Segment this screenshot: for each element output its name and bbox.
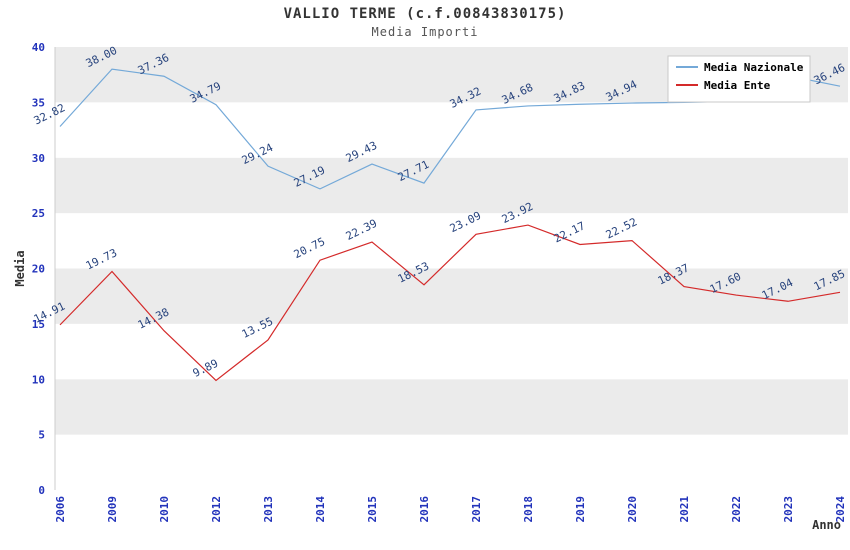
svg-text:2017: 2017 <box>470 496 483 523</box>
legend-box <box>667 55 811 103</box>
svg-text:0: 0 <box>38 484 45 497</box>
svg-text:25: 25 <box>32 207 45 220</box>
svg-text:35: 35 <box>32 96 45 109</box>
svg-text:2010: 2010 <box>158 496 171 523</box>
svg-text:2022: 2022 <box>730 496 743 523</box>
svg-text:20: 20 <box>32 263 45 276</box>
svg-text:2018: 2018 <box>522 496 535 523</box>
svg-text:10: 10 <box>32 373 45 386</box>
legend-label: Media Nazionale <box>704 61 804 74</box>
legend-label: Media Ente <box>704 79 771 92</box>
svg-text:2014: 2014 <box>314 496 327 523</box>
svg-text:30: 30 <box>32 152 45 165</box>
svg-text:2024: 2024 <box>834 496 847 523</box>
svg-text:2013: 2013 <box>262 496 275 523</box>
svg-text:2016: 2016 <box>418 496 431 523</box>
y-axis-tick-labels: 0 5 10 15 20 25 30 35 40 <box>32 41 45 497</box>
svg-text:15: 15 <box>32 318 45 331</box>
legend-item-media-ente[interactable]: Media Ente <box>676 79 771 92</box>
legend-item-media-nazionale[interactable]: Media Nazionale <box>676 61 804 74</box>
svg-text:2021: 2021 <box>678 496 691 523</box>
svg-text:2015: 2015 <box>366 496 379 523</box>
legend: Media Nazionale Media Ente <box>667 55 811 103</box>
svg-text:2023: 2023 <box>782 496 795 523</box>
svg-text:2006: 2006 <box>54 496 67 523</box>
x-axis-title: Anno <box>812 518 841 532</box>
svg-text:5: 5 <box>38 429 45 442</box>
chart-subtitle: Media Importi <box>371 25 479 39</box>
svg-text:2009: 2009 <box>106 496 119 523</box>
svg-text:2020: 2020 <box>626 496 639 523</box>
svg-text:2019: 2019 <box>574 496 587 523</box>
y-axis-title: Media <box>13 250 27 286</box>
chart-title: VALLIO TERME (c.f.00843830175) <box>283 6 567 22</box>
x-axis-tick-labels: 2006 2009 2010 2012 2013 2014 2015 2016 2017 2018… <box>54 496 847 523</box>
svg-text:2012: 2012 <box>210 496 223 523</box>
plot-bands <box>55 47 848 490</box>
svg-text:40: 40 <box>32 41 45 54</box>
